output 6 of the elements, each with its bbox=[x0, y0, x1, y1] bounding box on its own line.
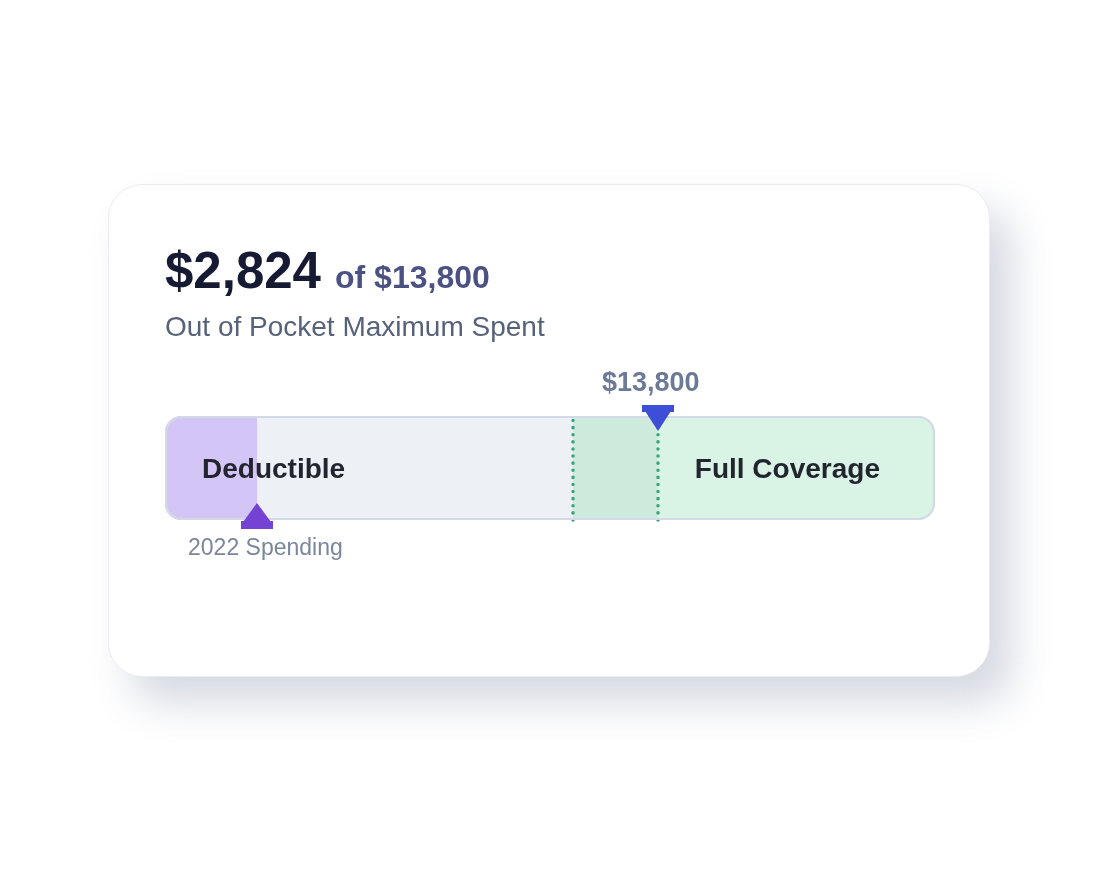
series-label: Deductible bbox=[202, 452, 346, 484]
chart-subtitle: Out of Pocket Maximum Spent bbox=[165, 311, 545, 343]
series-label: Full Coverage bbox=[694, 452, 880, 484]
chart-title: $2,824 of $13,800 bbox=[165, 241, 490, 300]
text: $13,800 bbox=[601, 367, 700, 398]
text: 2022 Spending bbox=[188, 534, 343, 561]
